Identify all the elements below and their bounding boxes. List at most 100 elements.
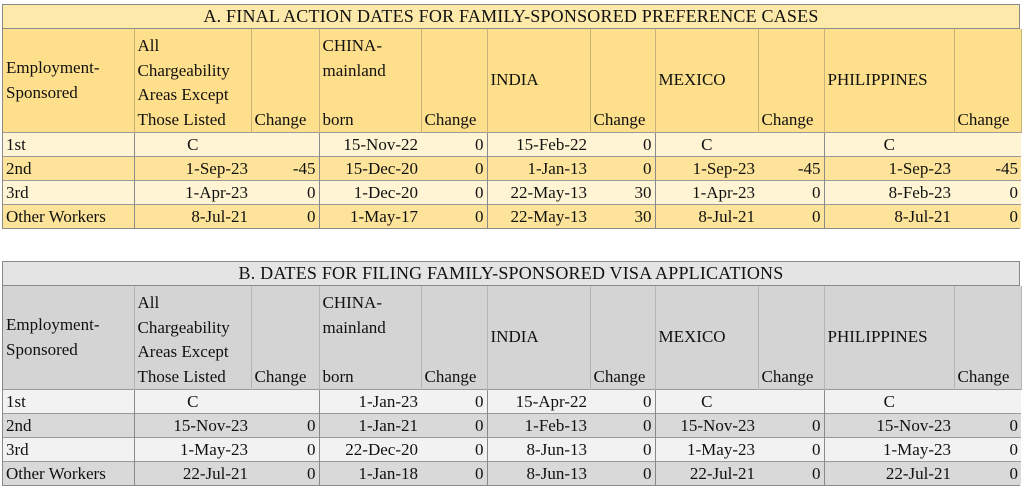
mexico-cell: 22-Jul-21 bbox=[655, 461, 758, 485]
change-cell: 0 bbox=[421, 180, 488, 205]
china-cell: 1-May-17 bbox=[319, 204, 421, 228]
china-cell: 15-Nov-22 bbox=[319, 132, 421, 157]
change-cell: 0 bbox=[758, 437, 825, 462]
category-cell: 1st bbox=[3, 389, 135, 414]
india-cell: 15-Feb-22 bbox=[487, 132, 590, 157]
change-cell: -45 bbox=[758, 156, 825, 181]
india-cell: 1-Feb-13 bbox=[487, 413, 590, 438]
china-cell: 1-Jan-23 bbox=[319, 389, 421, 414]
china-cell: 15-Dec-20 bbox=[319, 156, 421, 181]
header-change: Change bbox=[421, 29, 488, 133]
change-cell: 0 bbox=[590, 156, 656, 181]
change-cell: -45 bbox=[251, 156, 320, 181]
mexico-cell: 15-Nov-23 bbox=[655, 413, 758, 438]
china-cell: 1-Dec-20 bbox=[319, 180, 421, 205]
change-cell bbox=[954, 132, 1021, 157]
dates-for-filing-table: B. DATES FOR FILING FAMILY-SPONSORED VIS… bbox=[2, 261, 1022, 486]
change-cell: 0 bbox=[251, 437, 320, 462]
philippines-cell: 8-Feb-23 bbox=[824, 180, 954, 205]
header-mexico: MEXICO bbox=[655, 286, 759, 390]
philippines-cell: 22-Jul-21 bbox=[824, 461, 954, 485]
all-chargeability-cell: C bbox=[134, 389, 251, 414]
header-philippines: PHILIPPINES bbox=[824, 286, 955, 390]
category-cell: 1st bbox=[3, 132, 135, 157]
table-row: 3rd 1-Apr-23 0 1-Dec-20 0 22-May-13 30 1… bbox=[3, 180, 1021, 205]
india-cell: 15-Apr-22 bbox=[487, 389, 590, 414]
header-mexico: MEXICO bbox=[655, 29, 759, 133]
change-cell: 0 bbox=[758, 461, 825, 485]
india-cell: 22-May-13 bbox=[487, 180, 590, 205]
header-all-chargeability: All Chargeability Areas Except Those Listed bbox=[134, 286, 252, 390]
india-cell: 8-Jun-13 bbox=[487, 437, 590, 462]
all-chargeability-cell: 1-May-23 bbox=[134, 437, 251, 462]
all-chargeability-cell: 15-Nov-23 bbox=[134, 413, 251, 438]
header-category: Employment- Sponsored bbox=[3, 29, 135, 133]
philippines-cell: 1-May-23 bbox=[824, 437, 954, 462]
change-cell: 0 bbox=[954, 180, 1021, 205]
india-cell: 8-Jun-13 bbox=[487, 461, 590, 485]
change-cell: 0 bbox=[590, 389, 656, 414]
change-cell: 0 bbox=[954, 437, 1021, 462]
change-cell: 0 bbox=[421, 437, 488, 462]
change-cell: 0 bbox=[251, 204, 320, 228]
header-china-mainland-born: CHINA-mainland born bbox=[319, 286, 422, 390]
change-cell bbox=[758, 132, 825, 157]
header-change: Change bbox=[954, 286, 1022, 390]
change-cell bbox=[251, 132, 320, 157]
change-cell: 30 bbox=[590, 180, 656, 205]
change-cell: 0 bbox=[590, 132, 656, 157]
header-change: Change bbox=[758, 29, 825, 133]
table-row: 2nd 15-Nov-23 0 1-Jan-21 0 1-Feb-13 0 15… bbox=[3, 413, 1021, 438]
header-philippines: PHILIPPINES bbox=[824, 29, 955, 133]
change-cell: 0 bbox=[758, 413, 825, 438]
header-change: Change bbox=[954, 29, 1022, 133]
header-change: Change bbox=[590, 286, 656, 390]
china-cell: 22-Dec-20 bbox=[319, 437, 421, 462]
change-cell: 0 bbox=[758, 204, 825, 228]
table-title: A. FINAL ACTION DATES FOR FAMILY-SPONSOR… bbox=[3, 5, 1019, 29]
table-row: 1st C 1-Jan-23 0 15-Apr-22 0 C C bbox=[3, 389, 1021, 414]
change-cell bbox=[251, 389, 320, 414]
china-cell: 1-Jan-21 bbox=[319, 413, 421, 438]
table-title: B. DATES FOR FILING FAMILY-SPONSORED VIS… bbox=[3, 262, 1019, 286]
table-row: 3rd 1-May-23 0 22-Dec-20 0 8-Jun-13 0 1-… bbox=[3, 437, 1021, 462]
change-cell: 0 bbox=[758, 180, 825, 205]
mexico-cell: 8-Jul-21 bbox=[655, 204, 758, 228]
mexico-cell: 1-May-23 bbox=[655, 437, 758, 462]
table-row: Other Workers 8-Jul-21 0 1-May-17 0 22-M… bbox=[3, 204, 1021, 228]
mexico-cell: C bbox=[655, 389, 758, 414]
header-category: Employment- Sponsored bbox=[3, 286, 135, 390]
category-cell: 3rd bbox=[3, 437, 135, 462]
philippines-cell: 8-Jul-21 bbox=[824, 204, 954, 228]
all-chargeability-cell: 1-Apr-23 bbox=[134, 180, 251, 205]
table-row: 2nd 1-Sep-23 -45 15-Dec-20 0 1-Jan-13 0 … bbox=[3, 156, 1021, 181]
table-row: 1st C 15-Nov-22 0 15-Feb-22 0 C C bbox=[3, 132, 1021, 157]
header-change: Change bbox=[590, 29, 656, 133]
change-cell: -45 bbox=[954, 156, 1021, 181]
all-chargeability-cell: 1-Sep-23 bbox=[134, 156, 251, 181]
change-cell: 0 bbox=[421, 204, 488, 228]
header-india: INDIA bbox=[487, 286, 591, 390]
header-row: Employment- Sponsored All Chargeability Are… bbox=[3, 286, 1022, 390]
change-cell bbox=[758, 389, 825, 414]
change-cell: 0 bbox=[251, 180, 320, 205]
header-india: INDIA bbox=[487, 29, 591, 133]
philippines-cell: C bbox=[824, 389, 954, 414]
all-chargeability-cell: 8-Jul-21 bbox=[134, 204, 251, 228]
change-cell: 0 bbox=[421, 389, 488, 414]
mexico-cell: 1-Apr-23 bbox=[655, 180, 758, 205]
all-chargeability-cell: 22-Jul-21 bbox=[134, 461, 251, 485]
change-cell: 0 bbox=[421, 461, 488, 485]
header-china-mainland-born: CHINA-mainland born bbox=[319, 29, 422, 133]
india-cell: 22-May-13 bbox=[487, 204, 590, 228]
category-cell: 3rd bbox=[3, 180, 135, 205]
category-cell: 2nd bbox=[3, 413, 135, 438]
change-cell: 0 bbox=[251, 461, 320, 485]
header-change: Change bbox=[421, 286, 488, 390]
change-cell: 0 bbox=[590, 437, 656, 462]
category-cell: Other Workers bbox=[3, 204, 135, 228]
change-cell: 0 bbox=[954, 204, 1021, 228]
change-cell: 0 bbox=[421, 132, 488, 157]
change-cell: 0 bbox=[421, 413, 488, 438]
header-change: Change bbox=[251, 286, 320, 390]
